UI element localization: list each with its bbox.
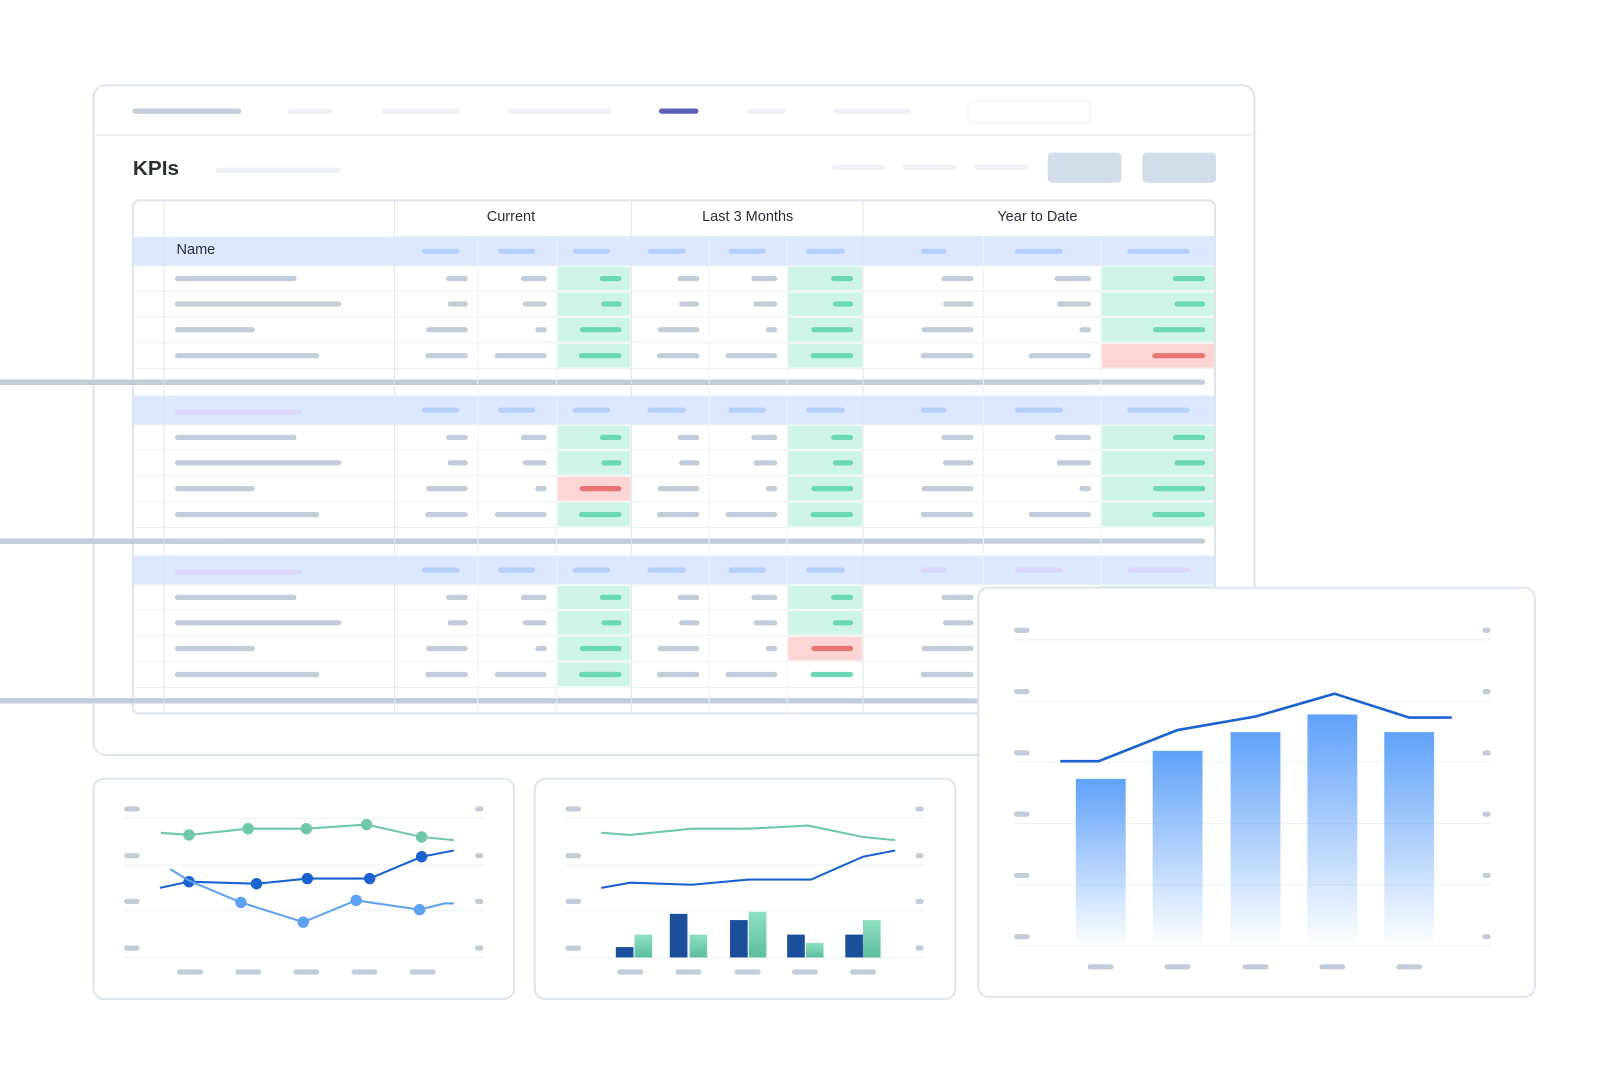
point (183, 829, 195, 841)
cell-highlight (788, 451, 862, 475)
cell-highlight (1101, 266, 1214, 291)
page-title: KPIs (133, 157, 179, 180)
line-series (1060, 692, 1452, 763)
chart-panel (533, 777, 957, 1001)
column-group-header: Current (487, 209, 535, 225)
column-group-header: Last 3 Months (702, 209, 793, 225)
button[interactable] (1142, 152, 1217, 183)
bar (1384, 732, 1435, 948)
chart-panel (92, 777, 516, 1001)
bar (862, 920, 881, 958)
bar (1152, 750, 1203, 948)
cell-highlight (788, 611, 862, 635)
bar (845, 934, 863, 958)
bar (689, 934, 708, 958)
button[interactable] (1047, 152, 1122, 183)
point (297, 916, 309, 928)
point (300, 822, 313, 835)
cell-highlight (557, 451, 631, 475)
cell-highlight (1101, 425, 1214, 450)
cell-highlight (557, 292, 631, 316)
bar (615, 947, 634, 958)
cell-highlight (1101, 451, 1214, 475)
line-series (601, 824, 896, 842)
point (363, 872, 376, 885)
bar (1307, 714, 1358, 948)
cell-highlight (788, 292, 862, 316)
name-header: Name (177, 242, 216, 258)
cell-highlight (557, 611, 631, 635)
point (242, 822, 254, 835)
cell-highlight (788, 585, 862, 610)
line-series (169, 868, 454, 924)
bar (805, 942, 824, 958)
cell-highlight (1101, 292, 1214, 316)
point (301, 872, 314, 885)
bar (1075, 778, 1126, 948)
point (350, 894, 362, 907)
cell-highlight (557, 266, 631, 291)
point (250, 878, 263, 890)
cell-highlight (557, 585, 631, 610)
bar (787, 934, 805, 958)
bar (748, 911, 767, 958)
cell-highlight (788, 425, 862, 450)
column-group-header: Year to Date (997, 209, 1077, 225)
bar (1230, 732, 1281, 948)
bar (634, 934, 653, 958)
point (360, 818, 373, 831)
point (235, 896, 247, 909)
line-series (601, 849, 896, 889)
cell-highlight (557, 425, 631, 450)
point (415, 831, 428, 843)
bar (730, 920, 748, 958)
bar (669, 913, 688, 958)
point (413, 903, 426, 916)
cell-highlight (788, 266, 862, 291)
point (415, 851, 428, 863)
search-box (967, 100, 1091, 125)
